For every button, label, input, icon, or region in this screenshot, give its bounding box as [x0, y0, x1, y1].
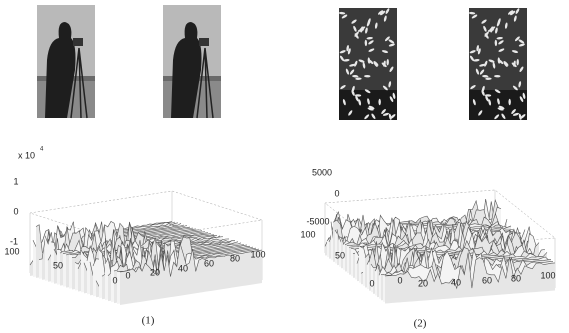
cameraman-image: [37, 5, 95, 118]
x-tick-label: 40: [178, 263, 188, 273]
y-tick-label: 100: [4, 246, 19, 256]
x-tick-label: 20: [418, 278, 428, 288]
z-tick-label: -1: [10, 236, 18, 246]
x-tick-label: 80: [511, 273, 521, 283]
camera: [199, 38, 209, 46]
panel-label: (1): [142, 315, 155, 327]
camera: [73, 38, 83, 46]
y-tick-label: 100: [300, 229, 315, 239]
x-tick-label: 80: [230, 253, 240, 263]
z-scale: x 10: [18, 150, 35, 160]
x-tick-label: 60: [204, 258, 214, 268]
rice-image: [469, 8, 527, 120]
surface-plots: 10-110050002040608010050000-500010050002…: [4, 167, 555, 305]
y-tick-label: 50: [53, 260, 63, 270]
x-tick-label: 20: [150, 267, 160, 277]
z-tick-label: -5000: [306, 216, 329, 226]
z-exponent: 4: [40, 147, 44, 153]
x-tick-label: 60: [482, 275, 492, 285]
x-tick-label: 100: [250, 249, 265, 259]
y-tick-label: 0: [112, 275, 117, 285]
y-tick-label: 50: [335, 250, 345, 260]
images: [37, 5, 527, 120]
cameraman-image: [163, 5, 221, 118]
z-tick-label: 0: [334, 188, 339, 198]
z-tick-label: 5000: [312, 167, 332, 177]
panel-label: (2): [414, 318, 427, 330]
z-tick-label: 0: [13, 206, 18, 216]
x-tick-label: 0: [125, 270, 130, 280]
x-tick-label: 0: [397, 275, 402, 285]
y-tick-label: 0: [369, 278, 374, 288]
x-tick-label: 100: [540, 270, 555, 280]
rice-image: [339, 8, 397, 120]
x-tick-label: 40: [451, 277, 461, 287]
z-tick-label: 1: [13, 176, 18, 186]
figure: 10-110050002040608010050000-500010050002…: [0, 0, 569, 333]
